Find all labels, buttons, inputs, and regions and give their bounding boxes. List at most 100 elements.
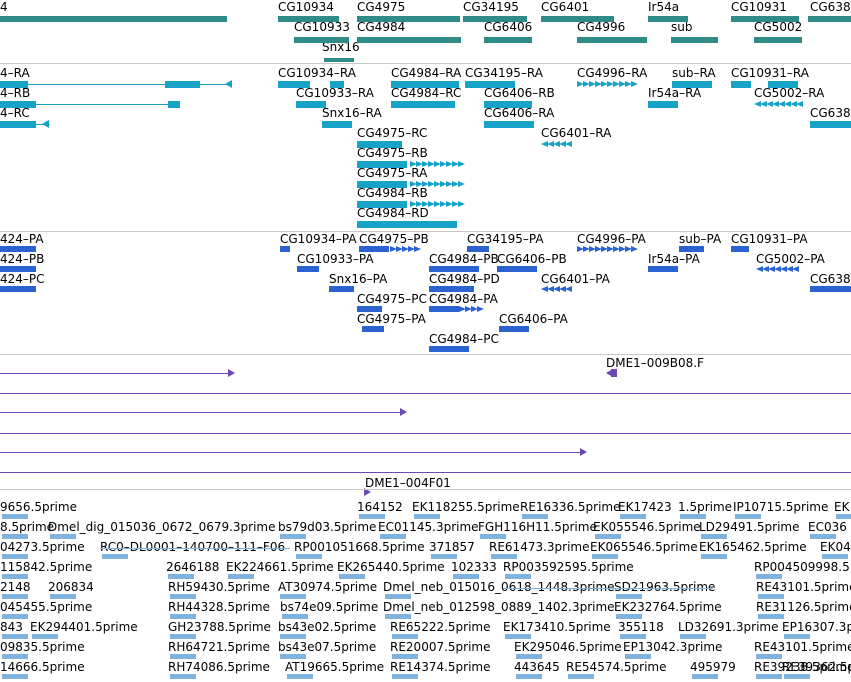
- gene-label[interactable]: CG4996: [577, 20, 626, 34]
- est-glyph[interactable]: [836, 514, 851, 519]
- clone-glyph[interactable]: [611, 369, 617, 377]
- est-glyph[interactable]: [758, 594, 784, 599]
- est-label[interactable]: GH23788.5prime: [168, 620, 271, 634]
- est-label[interactable]: 2646188: [166, 560, 220, 574]
- transcript-label[interactable]: 4–RC: [0, 106, 30, 120]
- est-glyph[interactable]: [2, 654, 28, 659]
- feature-glyph[interactable]: [168, 101, 180, 108]
- est-line[interactable]: [503, 588, 713, 589]
- gene-glyph[interactable]: [278, 16, 339, 22]
- feature-glyph[interactable]: [499, 326, 529, 332]
- feature-glyph[interactable]: [357, 141, 402, 148]
- est-glyph[interactable]: [784, 674, 810, 679]
- feature-glyph[interactable]: [280, 246, 290, 252]
- transcript-label[interactable]: CG4975–RB: [357, 146, 428, 160]
- est-glyph[interactable]: [701, 554, 727, 559]
- est-label[interactable]: RE16336.5prime: [520, 500, 621, 514]
- est-glyph[interactable]: [50, 594, 76, 599]
- protein-label[interactable]: CG4984–PC: [429, 332, 499, 346]
- protein-label[interactable]: CG4975–PA: [357, 312, 426, 326]
- feature-glyph[interactable]: [810, 286, 851, 292]
- est-label[interactable]: RE43101.5prime: [754, 640, 851, 654]
- est-label[interactable]: EP16307.3p: [782, 620, 851, 634]
- feature-glyph[interactable]: [429, 266, 479, 272]
- est-glyph[interactable]: [592, 554, 618, 559]
- clone-line[interactable]: [0, 373, 230, 374]
- est-glyph[interactable]: [680, 634, 706, 639]
- est-label[interactable]: 1.5prime: [678, 500, 733, 514]
- est-glyph[interactable]: [280, 654, 306, 659]
- feature-glyph[interactable]: [679, 246, 704, 252]
- est-label[interactable]: RC0–DL0001–140700–111–F06: [100, 540, 286, 554]
- est-label[interactable]: 206834: [48, 580, 94, 594]
- feature-glyph[interactable]: [357, 221, 457, 228]
- est-glyph[interactable]: [616, 614, 642, 619]
- est-glyph[interactable]: [287, 674, 313, 679]
- gene-label[interactable]: CG10934: [278, 0, 334, 14]
- est-glyph[interactable]: [625, 654, 651, 659]
- transcript-track[interactable]: 4–RA CG10934–RA CG4984–RA CG34195–RA CG4996–…: [0, 64, 851, 230]
- est-label[interactable]: 14666.5prime: [0, 660, 85, 674]
- est-label[interactable]: 8.5prime: [0, 520, 55, 534]
- est-label[interactable]: 2148: [0, 580, 31, 594]
- est-glyph[interactable]: [505, 574, 531, 579]
- est-label[interactable]: RE43101.5prime: [756, 580, 851, 594]
- feature-glyph[interactable]: [429, 286, 474, 292]
- clone-line[interactable]: [0, 393, 851, 394]
- feature-glyph[interactable]: [429, 306, 459, 312]
- feature-glyph[interactable]: [0, 101, 36, 108]
- est-glyph[interactable]: [392, 634, 418, 639]
- est-label[interactable]: EK165462.5prime: [699, 540, 807, 554]
- est-glyph[interactable]: [2, 534, 28, 539]
- feature-glyph[interactable]: [0, 246, 36, 252]
- est-label[interactable]: RH74086.5prime: [168, 660, 270, 674]
- gene-label[interactable]: Snx16: [322, 40, 360, 54]
- gene-glyph[interactable]: [294, 37, 349, 43]
- protein-label[interactable]: Snx16–PA: [329, 272, 388, 286]
- gene-glyph[interactable]: [463, 16, 527, 22]
- feature-glyph[interactable]: [296, 101, 326, 108]
- feature-glyph[interactable]: [391, 81, 459, 88]
- est-label[interactable]: RE54574.5prime: [566, 660, 667, 674]
- transcript-label[interactable]: CG4996–RA: [577, 66, 648, 80]
- transcript-label[interactable]: CG638: [810, 106, 851, 120]
- est-glyph[interactable]: [32, 634, 58, 639]
- est-glyph[interactable]: [282, 614, 308, 619]
- transcript-label[interactable]: CG6406–RA: [484, 106, 555, 120]
- est-label[interactable]: EK: [834, 500, 850, 514]
- est-label[interactable]: RE20007.5prime: [390, 640, 491, 654]
- est-glyph[interactable]: [516, 654, 542, 659]
- feature-glyph[interactable]: [0, 121, 36, 128]
- est-glyph[interactable]: [385, 614, 411, 619]
- est-glyph[interactable]: [505, 634, 531, 639]
- protein-label[interactable]: CG10934–PA: [280, 232, 357, 246]
- est-glyph[interactable]: [102, 554, 128, 559]
- gene-glyph[interactable]: [731, 16, 799, 22]
- protein-label[interactable]: CG6406–PA: [499, 312, 568, 326]
- feature-line[interactable]: [0, 84, 228, 85]
- clone-label[interactable]: DME1–009B08.F: [606, 356, 704, 370]
- est-label[interactable]: 443645: [514, 660, 560, 674]
- est-glyph[interactable]: [810, 534, 836, 539]
- est-label[interactable]: bs43e07.5prime: [278, 640, 377, 654]
- protein-label[interactable]: CG4975–PB: [359, 232, 429, 246]
- est-glyph[interactable]: [280, 594, 306, 599]
- est-label[interactable]: EP13042.3prime: [623, 640, 723, 654]
- protein-label[interactable]: CG4984–PD: [429, 272, 500, 286]
- est-label[interactable]: RE14374.5prime: [390, 660, 491, 674]
- est-label[interactable]: EK065546.5prime: [590, 540, 698, 554]
- transcript-label[interactable]: CG6406–RB: [484, 86, 555, 100]
- est-label[interactable]: bs79d03.5prime: [278, 520, 377, 534]
- gene-glyph[interactable]: [808, 16, 851, 22]
- feature-glyph[interactable]: [278, 81, 310, 88]
- gene-glyph[interactable]: [484, 37, 532, 43]
- feature-line[interactable]: [0, 104, 180, 105]
- est-glyph[interactable]: [392, 674, 418, 679]
- est-glyph[interactable]: [516, 674, 542, 679]
- est-label[interactable]: RP001051668.5prime: [294, 540, 425, 554]
- gene-glyph[interactable]: [577, 37, 647, 43]
- gene-label[interactable]: CG6401: [541, 0, 590, 14]
- est-glyph[interactable]: [822, 554, 848, 559]
- feature-glyph[interactable]: [357, 161, 407, 168]
- protein-label[interactable]: CG638: [810, 272, 851, 286]
